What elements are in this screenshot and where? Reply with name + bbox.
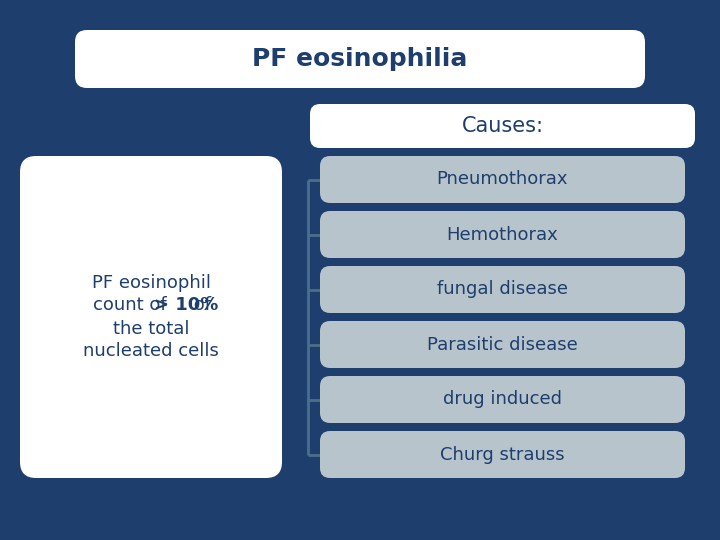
FancyBboxPatch shape [320, 376, 685, 423]
Text: drug induced: drug induced [443, 390, 562, 408]
FancyBboxPatch shape [320, 321, 685, 368]
Text: Causes:: Causes: [462, 116, 544, 136]
Text: Parasitic disease: Parasitic disease [427, 335, 578, 354]
FancyBboxPatch shape [320, 266, 685, 313]
Text: Pneumothorax: Pneumothorax [437, 171, 568, 188]
Text: Hemothorax: Hemothorax [446, 226, 559, 244]
FancyBboxPatch shape [320, 211, 685, 258]
Text: count of: count of [93, 296, 173, 314]
Text: nucleated cells: nucleated cells [83, 342, 219, 361]
Text: Churg strauss: Churg strauss [440, 446, 564, 463]
Text: fungal disease: fungal disease [437, 280, 568, 299]
Text: PF eosinophilia: PF eosinophilia [252, 47, 468, 71]
Text: of: of [189, 296, 212, 314]
FancyBboxPatch shape [75, 30, 645, 88]
Text: the total: the total [113, 320, 189, 338]
FancyBboxPatch shape [20, 156, 282, 478]
Text: > 10%: > 10% [154, 296, 219, 314]
FancyBboxPatch shape [310, 104, 695, 148]
Text: PF eosinophil: PF eosinophil [91, 273, 210, 292]
FancyBboxPatch shape [320, 156, 685, 203]
FancyBboxPatch shape [320, 431, 685, 478]
